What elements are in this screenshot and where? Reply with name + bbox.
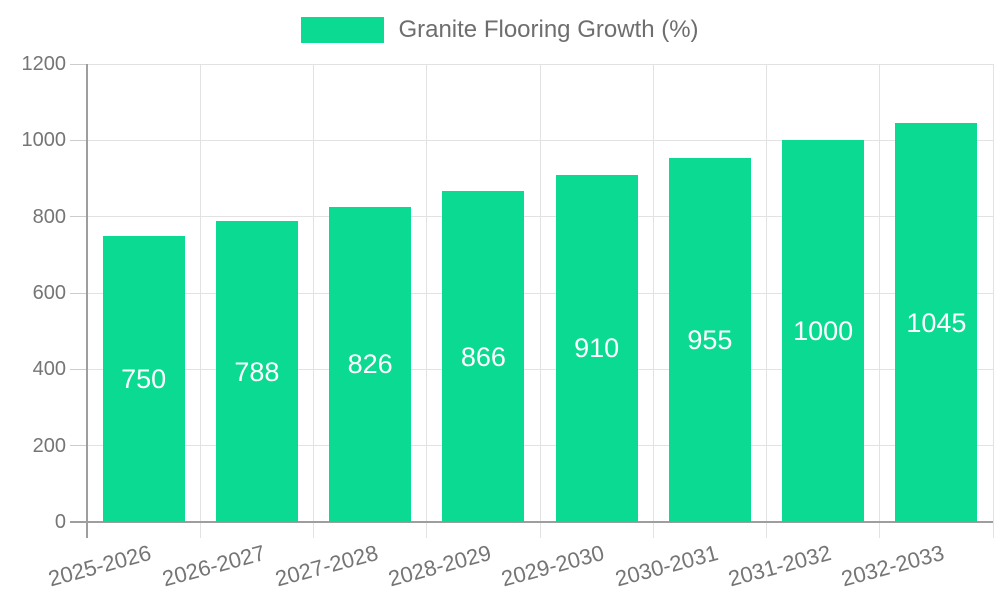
y-tick xyxy=(70,292,87,294)
gridline-v xyxy=(879,64,881,538)
y-axis-label: 0 xyxy=(54,511,66,533)
bar[interactable] xyxy=(442,191,525,522)
y-axis-label: 1000 xyxy=(21,129,67,152)
gridline-v xyxy=(313,64,314,538)
y-tick xyxy=(70,445,87,447)
legend-label: Granite Flooring Growth (%) xyxy=(398,16,699,43)
y-axis-label: 800 xyxy=(32,205,66,228)
y-axis-label: 1200 xyxy=(21,53,67,75)
x-axis-label: 2032-2033 xyxy=(838,540,947,592)
gridline-v xyxy=(992,64,994,538)
bar[interactable] xyxy=(782,140,865,522)
legend-swatch xyxy=(301,17,385,43)
bar-value-label: 910 xyxy=(574,333,620,364)
y-axis-label: 600 xyxy=(32,282,66,304)
gridline-v xyxy=(652,64,654,538)
y-tick xyxy=(70,63,87,65)
y-axis-line xyxy=(86,64,88,538)
gridline-v xyxy=(199,64,201,538)
gridline-v xyxy=(766,64,767,538)
legend[interactable]: Granite Flooring Growth (%) xyxy=(0,16,1000,44)
x-axis-label: 2026-2027 xyxy=(159,540,268,592)
bar[interactable] xyxy=(215,221,298,522)
y-tick xyxy=(70,139,87,141)
bar-value-label: 826 xyxy=(347,349,393,380)
bar[interactable] xyxy=(329,206,412,522)
x-axis-label: 2031-2032 xyxy=(725,540,834,592)
gridline-v xyxy=(426,64,428,538)
bar-value-label: 1045 xyxy=(906,307,967,338)
bar[interactable] xyxy=(102,235,185,522)
x-axis-label: 2029-2030 xyxy=(498,540,608,592)
bar[interactable] xyxy=(668,157,751,522)
y-axis-label: 200 xyxy=(32,434,66,457)
gridline-v xyxy=(539,64,541,538)
y-tick xyxy=(70,368,87,370)
bar-value-label: 955 xyxy=(687,324,733,355)
x-axis-label: 2028-2029 xyxy=(385,540,494,592)
x-axis-label: 2027-2028 xyxy=(272,540,381,592)
y-axis-label: 400 xyxy=(32,358,66,381)
bar-value-label: 750 xyxy=(121,363,167,394)
bar-value-label: 1000 xyxy=(793,316,854,347)
bar[interactable] xyxy=(895,123,978,522)
bar-value-label: 866 xyxy=(460,341,506,372)
bar[interactable] xyxy=(555,174,638,522)
bar-value-label: 788 xyxy=(234,356,280,387)
x-axis-label: 2025-2026 xyxy=(45,540,155,592)
x-axis-label: 2030-2031 xyxy=(612,540,721,592)
x-axis-line xyxy=(70,521,993,523)
y-tick xyxy=(70,216,87,218)
